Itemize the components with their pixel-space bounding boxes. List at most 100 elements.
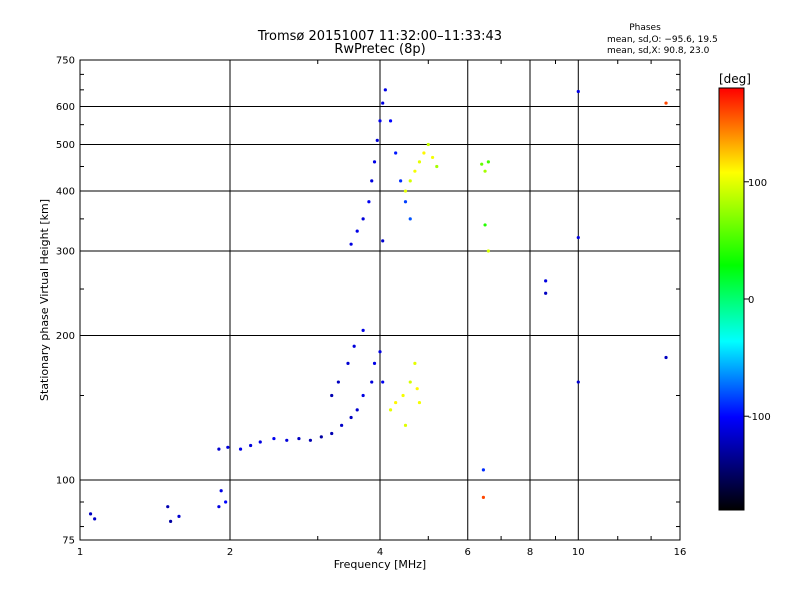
data-point — [375, 138, 379, 142]
data-point — [664, 355, 668, 360]
data-point — [399, 179, 403, 183]
data-point — [346, 361, 350, 365]
data-point — [430, 155, 435, 160]
data-point — [403, 200, 408, 204]
data-point — [93, 517, 97, 521]
y-tick-label: 400 — [56, 187, 75, 198]
data-point — [370, 380, 374, 384]
data-point — [370, 179, 374, 183]
colorbar: [deg] 100 0 -100 — [718, 72, 771, 511]
colorbar-ticks: 100 0 -100 — [744, 178, 771, 423]
data-point — [576, 380, 580, 384]
data-point — [381, 380, 385, 384]
data-point — [481, 495, 485, 500]
data-points — [88, 88, 668, 523]
data-point — [417, 160, 422, 164]
data-point — [352, 344, 356, 348]
data-point — [481, 468, 485, 472]
data-point — [340, 423, 344, 427]
colorbar-gradient — [718, 87, 745, 511]
data-point — [576, 89, 580, 94]
data-point — [381, 239, 385, 243]
data-point — [394, 151, 398, 155]
data-point — [483, 223, 487, 227]
data-point — [435, 164, 439, 169]
data-point — [544, 291, 548, 295]
data-point — [413, 361, 417, 365]
data-point — [664, 101, 668, 105]
data-point — [361, 217, 365, 221]
stats-x-line: mean, sd,X: 90.8, 23.0 — [607, 46, 710, 56]
data-point — [426, 142, 430, 147]
data-point — [403, 423, 408, 427]
x-axis-label: Frequency [MHz] — [334, 558, 426, 571]
y-tick-label: 300 — [56, 247, 75, 258]
data-point — [576, 235, 580, 240]
data-point — [394, 400, 398, 405]
chart-title: Tromsø 20151007 11:32:00–11:33:43 — [257, 29, 502, 44]
colorbar-tick-label: 100 — [748, 178, 767, 189]
x-tick-label: 6 — [465, 547, 471, 558]
data-point — [486, 160, 490, 164]
y-tick-label: 100 — [56, 476, 75, 487]
data-point — [219, 489, 223, 493]
grid — [80, 60, 680, 540]
x-tick-label: 10 — [572, 547, 585, 558]
data-point — [361, 393, 365, 398]
data-point — [415, 387, 419, 391]
data-point — [238, 447, 243, 451]
stats-heading: Phases — [629, 23, 661, 33]
data-point — [361, 328, 365, 332]
y-tick-label: 500 — [56, 140, 75, 151]
y-tick-label: 75 — [62, 536, 75, 547]
colorbar-tick-label: 0 — [748, 295, 754, 306]
x-tick-label: 2 — [227, 547, 233, 558]
data-point — [308, 438, 313, 442]
data-point — [486, 249, 490, 253]
data-point — [403, 189, 408, 193]
colorbar-tick-label: -100 — [748, 412, 771, 423]
data-point — [88, 512, 93, 516]
data-point — [330, 393, 334, 398]
data-point — [408, 179, 412, 183]
data-point — [319, 435, 323, 439]
data-point — [378, 350, 382, 354]
data-point — [413, 169, 417, 173]
data-point — [217, 505, 221, 509]
data-point — [367, 200, 371, 204]
data-point — [249, 443, 253, 448]
colorbar-label: [deg] — [719, 72, 751, 86]
data-point — [226, 445, 230, 449]
y-tick-label: 750 — [56, 56, 75, 67]
y-tick-label: 200 — [56, 331, 75, 342]
data-point — [408, 217, 412, 221]
x-tick-label: 16 — [674, 547, 687, 558]
data-point — [483, 169, 487, 173]
data-point — [422, 151, 426, 155]
data-point — [480, 162, 484, 166]
data-point — [401, 393, 405, 398]
data-point — [224, 500, 228, 504]
data-point — [372, 160, 377, 164]
data-point — [297, 436, 301, 441]
data-point — [349, 242, 353, 246]
x-tick-label: 1 — [77, 547, 83, 558]
x-tick-label: 8 — [527, 547, 533, 558]
data-point — [408, 380, 412, 384]
data-point — [177, 514, 181, 518]
data-point — [388, 408, 393, 412]
data-point — [285, 438, 289, 442]
data-point — [330, 431, 334, 436]
y-tick-label: 600 — [56, 102, 75, 113]
data-point — [388, 119, 393, 123]
data-point — [417, 400, 422, 405]
data-point — [355, 408, 359, 412]
data-point — [169, 519, 173, 523]
axis-ticks: 1 2 4 6 8 10 16 75 100 200 300 400 500 600 750 — [56, 56, 686, 559]
data-point — [258, 440, 262, 444]
chart-subtitle: RwPretec (8p) — [334, 42, 425, 57]
data-point — [166, 505, 170, 509]
data-point — [272, 436, 276, 441]
data-point — [383, 88, 387, 92]
